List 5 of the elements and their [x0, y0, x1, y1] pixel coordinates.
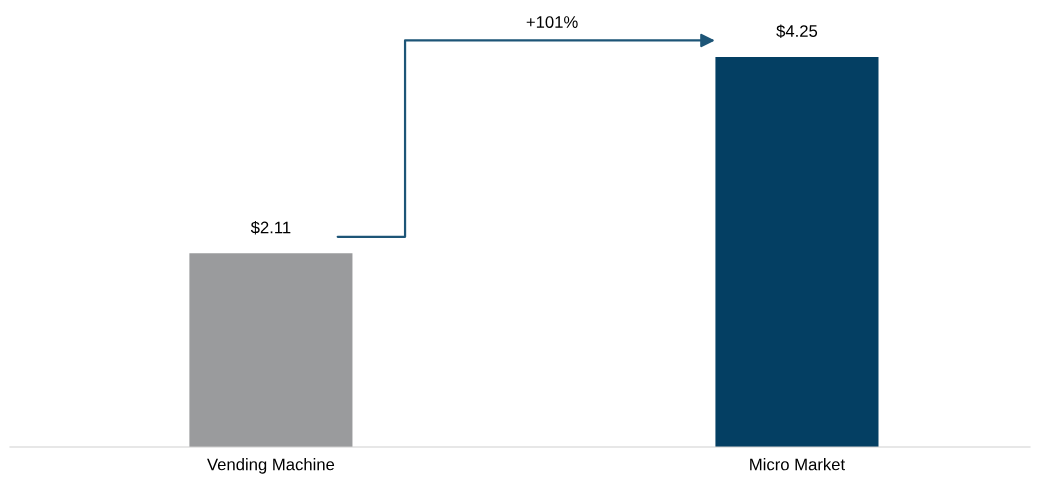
- text: +101%: [526, 16, 578, 28]
- x-tick-label: Vending Machine: [207, 458, 335, 474]
- data-label: $2.11: [250, 220, 291, 235]
- data-label: $4.25: [776, 24, 818, 38]
- x-tick-label: Micro Market: [750, 458, 845, 471]
